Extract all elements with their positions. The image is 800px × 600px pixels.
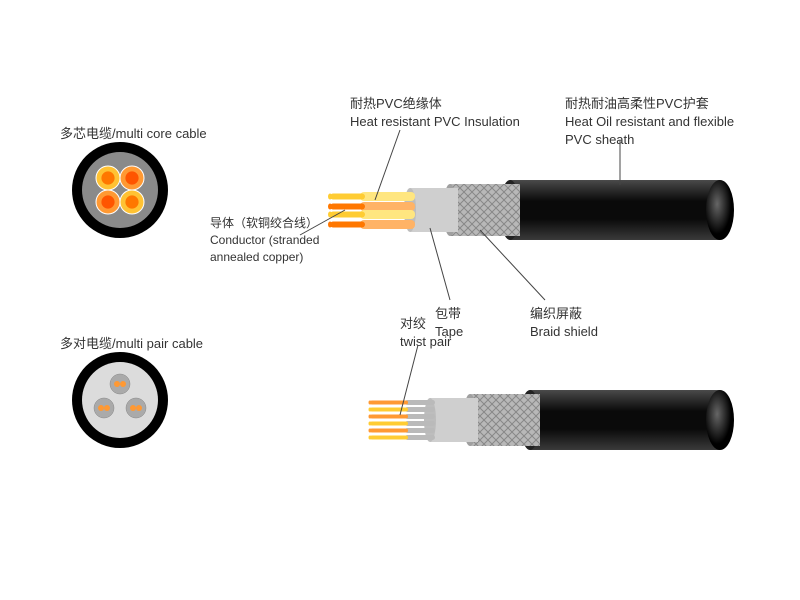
crosssec-multi-core [72,142,168,238]
braid-zh: 编织屏蔽 [530,305,598,323]
multi-pair-title: 多对电缆/multi pair cable [60,335,203,353]
sheath-label: 耐热耐油高柔性PVC护套 Heat Oil resistant and flex… [565,95,734,150]
insulation-zh: 耐热PVC绝缘体 [350,95,520,113]
insulation-en: Heat resistant PVC Insulation [350,113,520,131]
twist-zh: 对绞 [400,315,451,333]
braid-en: Braid shield [530,323,598,341]
conductor-zh: 导体（软铜绞合线） [210,215,319,232]
leader-lines [300,130,620,415]
surface-print-top: 表面印字 [590,200,654,222]
conductor-en2: annealed copper) [210,249,319,266]
sheath-zh: 耐热耐油高柔性PVC护套 [565,95,734,113]
sheath-en1: Heat Oil resistant and flexible [565,113,734,131]
conductor-label: 导体（软铜绞合线） Conductor (stranded annealed c… [210,215,319,265]
insulation-label: 耐热PVC绝缘体 Heat resistant PVC Insulation [350,95,520,131]
multi-core-title: 多芯电缆/multi core cable [60,125,207,143]
twist-en: twist pair [400,333,451,351]
conductor-en1: Conductor (stranded [210,232,319,249]
sheath-en2: PVC sheath [565,131,734,149]
twist-label: 对绞 twist pair [400,315,451,351]
bottom-cable-side [369,390,735,450]
crosssec-multi-pair [72,352,168,448]
braid-label: 编织屏蔽 Braid shield [530,305,598,341]
diagram-svg [0,0,800,600]
surface-print-bottom: 表面印字 [590,410,654,432]
top-cable-side [328,180,734,240]
